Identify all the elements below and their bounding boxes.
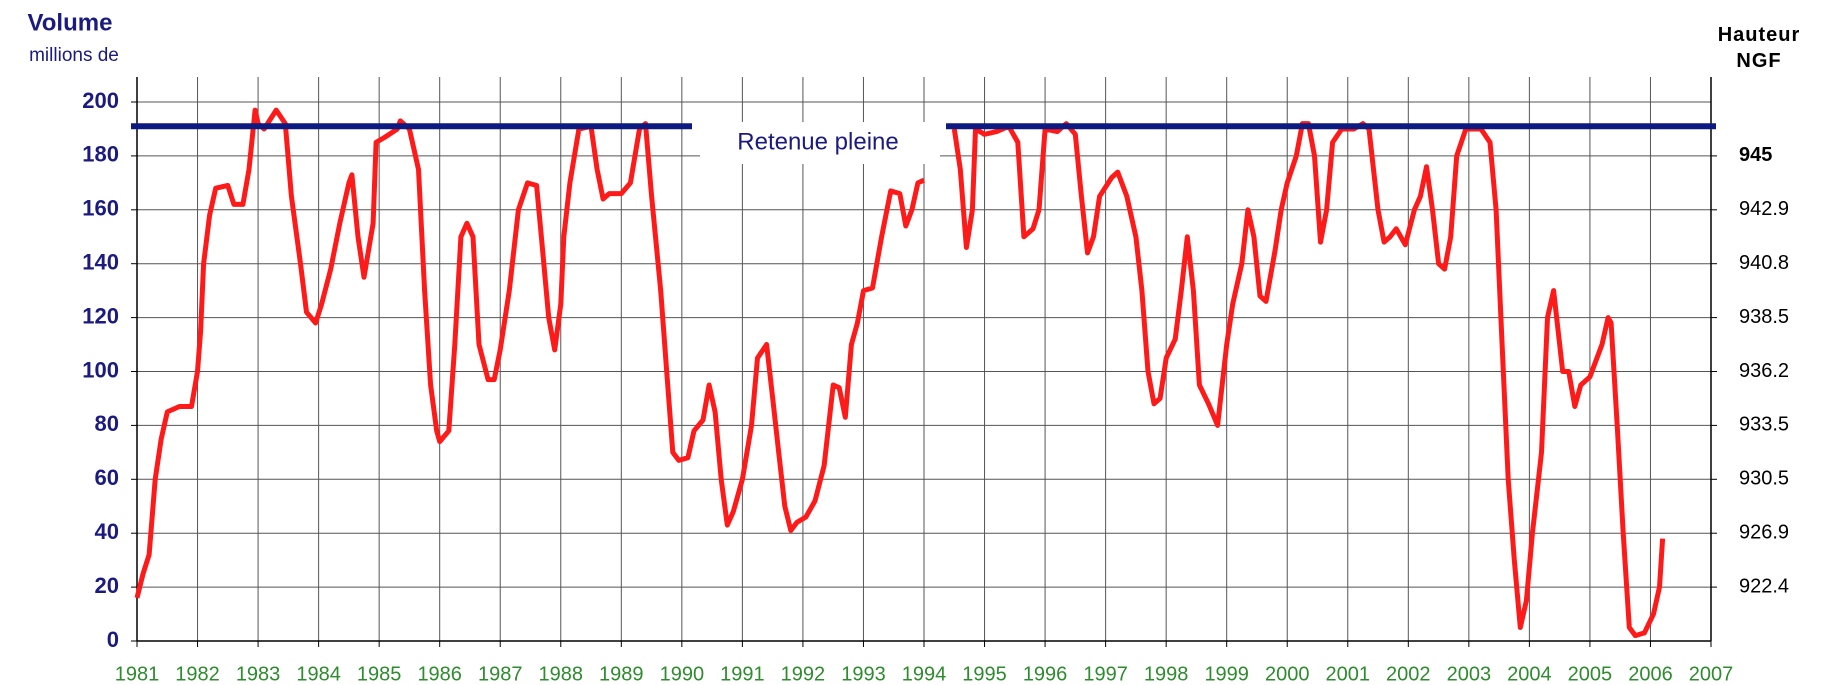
y-tick-label: 0 (107, 627, 119, 652)
y-tick-label: 200 (82, 88, 119, 113)
x-tick-label: 1987 (478, 663, 523, 685)
y-tick-label: 140 (82, 250, 119, 275)
x-tick-label: 1994 (902, 663, 947, 685)
x-tick-label: 2007 (1689, 663, 1734, 685)
x-tick-label: 1998 (1144, 663, 1189, 685)
y2-tick-label: 945 (1739, 144, 1772, 166)
x-tick-label: 2006 (1628, 663, 1673, 685)
x-tick-label: 2003 (1447, 663, 1492, 685)
x-tick-label: 1991 (720, 663, 765, 685)
x-tick-label: 1981 (115, 663, 160, 685)
y-tick-label: 180 (82, 142, 119, 167)
x-tick-label: 2001 (1326, 663, 1371, 685)
x-tick-label: 1999 (1204, 663, 1249, 685)
y2-tick-label: 938.5 (1739, 306, 1789, 328)
y-tick-label: 40 (95, 519, 119, 544)
reference-label-box (700, 122, 940, 164)
y-tick-label: 20 (95, 573, 119, 598)
y-title: Volume (28, 9, 113, 36)
x-tick-label: 1989 (599, 663, 644, 685)
y2-title: Hauteur NGF (1717, 24, 1801, 72)
x-tick-label: 1990 (660, 663, 705, 685)
data-line (134, 107, 1666, 639)
x-tick-label: 1997 (1083, 663, 1128, 685)
y-subtitle: millions de (29, 45, 119, 66)
y2-tick-label: 930.5 (1739, 468, 1789, 490)
y2-tick-label: 933.5 (1739, 414, 1789, 436)
x-tick-label: 1984 (296, 663, 341, 685)
x-tick-label: 1992 (781, 663, 826, 685)
x-tick-label: 1988 (539, 663, 584, 685)
x-tick-label: 2000 (1265, 663, 1310, 685)
x-tick-label: 1995 (962, 663, 1007, 685)
y-tick-label: 160 (82, 196, 119, 221)
y2-tick-label: 922.4 (1739, 575, 1789, 597)
y2-tick-label: 942.9 (1739, 198, 1789, 220)
y-tick-label: 60 (95, 465, 119, 490)
x-tick-label: 1986 (417, 663, 462, 685)
y2-tick-label: 936.2 (1739, 360, 1789, 382)
y2-tick-label: 940.8 (1739, 252, 1789, 274)
x-tick-label: 1993 (841, 663, 886, 685)
y-tick-label: 80 (95, 411, 119, 436)
x-tick-label: 2005 (1568, 663, 1613, 685)
y-tick-label: 100 (82, 357, 119, 382)
y-tick-label: 120 (82, 303, 119, 328)
x-tick-label: 2002 (1386, 663, 1431, 685)
x-tick-label: 2004 (1507, 663, 1552, 685)
y2-title-box: Hauteur NGF (1717, 24, 1801, 72)
y2-tick-label: 926.9 (1739, 521, 1789, 543)
x-tick-label: 1996 (1023, 663, 1068, 685)
reference-label: Retenue pleine (737, 128, 898, 155)
x-tick-label: 1983 (236, 663, 281, 685)
x-tick-label: 1985 (357, 663, 402, 685)
x-tick-label: 1982 (175, 663, 220, 685)
